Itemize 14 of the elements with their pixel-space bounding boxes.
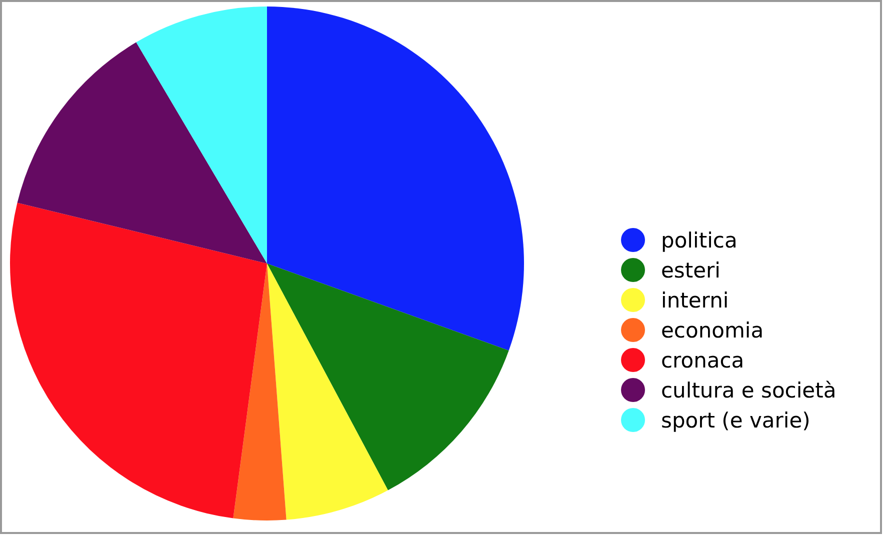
- pie-slice: [233, 264, 286, 520]
- pie-slice: [10, 202, 267, 518]
- pie-slice: [267, 264, 509, 490]
- pie-slice: [267, 6, 524, 351]
- legend-label: sport (e varie): [661, 408, 810, 432]
- legend-label: cultura e società: [661, 378, 836, 402]
- legend-label: economia: [661, 318, 764, 342]
- pie-slice: [17, 42, 267, 264]
- pie-slice: [136, 6, 267, 264]
- pie-slice: [267, 264, 388, 520]
- legend-label: esteri: [661, 258, 720, 282]
- legend-label: politica: [661, 228, 738, 252]
- legend-label: cronaca: [661, 348, 744, 372]
- legend-label: interni: [661, 288, 729, 312]
